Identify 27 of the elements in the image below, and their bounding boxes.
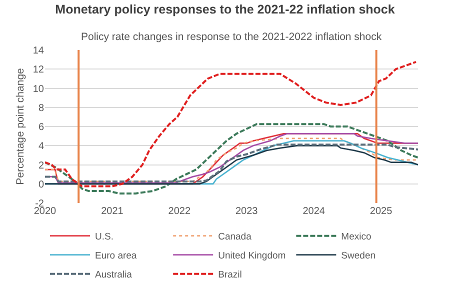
x-tick-label: 2024: [302, 206, 326, 217]
chart-title: Monetary policy responses to the 2021-22 inflation shock: [55, 2, 395, 16]
y-tick-label: 2: [38, 160, 44, 172]
y-tick-label: 4: [38, 141, 44, 152]
y-tick-label: 12: [32, 64, 44, 76]
y-tick-label: 6: [38, 122, 44, 133]
legend-label: U.S.: [95, 232, 114, 243]
x-tick-label: 2021: [101, 206, 124, 217]
line-series: [45, 123, 418, 194]
y-tick-label: 8: [38, 102, 44, 114]
chart-subtitle: Policy rate changes in response to the 2021-2022 inflation shock: [81, 31, 382, 43]
x-tick-label: 2020: [34, 206, 57, 217]
legend-label: Sweden: [341, 250, 376, 262]
y-tick-label: 10: [32, 84, 44, 95]
legend-label: Australia: [95, 270, 133, 281]
y-tick-label: 14: [32, 46, 44, 56]
legend-label: Euro area: [95, 250, 138, 262]
legend-label: Brazil: [218, 270, 242, 281]
line-series: [45, 60, 417, 188]
x-tick-label: 2025: [370, 206, 393, 217]
legend-label: Canada: [218, 232, 252, 243]
legend-label: United Kingdom: [218, 250, 286, 262]
legend-label: Mexico: [341, 232, 372, 243]
y-axis-title: Percentage point change: [14, 68, 27, 185]
x-tick-label: 2023: [235, 206, 258, 217]
x-tick-label: 2022: [168, 206, 191, 217]
y-tick-label: 0: [38, 179, 44, 190]
